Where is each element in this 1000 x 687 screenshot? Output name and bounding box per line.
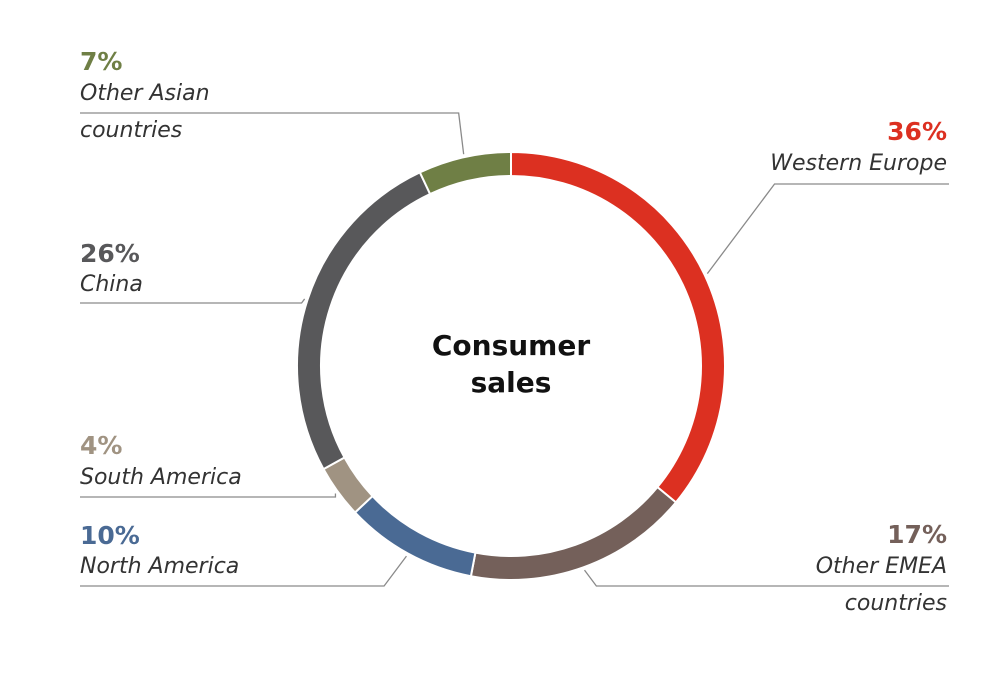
slice-label-other-asian-countries-line-1: Other Asian — [80, 81, 210, 106]
slice-north-america — [353, 494, 477, 578]
slice-label-south-america-line-1: South America — [80, 465, 242, 490]
chart-title-line-2: sales — [471, 366, 552, 399]
slice-labels: 36% Western Europe 17% Other EMEA countries 1… — [80, 47, 947, 616]
slice-label-other-emea-countries-line-2: countries — [845, 591, 947, 616]
slice-western-europe — [510, 150, 726, 504]
slice-percent-western-europe: 36% — [887, 117, 947, 146]
slice-other-asian-countries — [418, 150, 512, 196]
donut-slices — [296, 150, 726, 581]
leader-line-other-emea-countries — [583, 569, 949, 587]
slice-percent-other-emea-countries: 17% — [887, 520, 947, 549]
slice-label-western-europe-line-1: Western Europe — [770, 151, 947, 176]
slice-label-north-america-line-1: North America — [80, 554, 239, 579]
leader-line-western-europe — [706, 183, 949, 274]
leader-lines — [80, 112, 949, 587]
slice-other-emea-countries — [469, 485, 678, 581]
slice-percent-other-asian-countries: 7% — [80, 47, 122, 76]
slice-china — [296, 171, 432, 471]
leader-line-north-america — [80, 555, 407, 587]
leader-line-china — [80, 298, 306, 304]
slice-label-china-line-1: China — [80, 272, 143, 297]
slice-label-other-asian-countries-line-2: countries — [80, 118, 182, 143]
leader-line-south-america — [80, 493, 337, 498]
slice-percent-south-america: 4% — [80, 431, 122, 460]
slice-percent-china: 26% — [80, 239, 140, 268]
slice-label-other-emea-countries-line-1: Other EMEA — [816, 554, 947, 579]
chart-title-line-1: Consumer — [432, 329, 590, 362]
leader-line-other-asian-countries — [80, 112, 465, 155]
slice-percent-north-america: 10% — [80, 521, 140, 550]
